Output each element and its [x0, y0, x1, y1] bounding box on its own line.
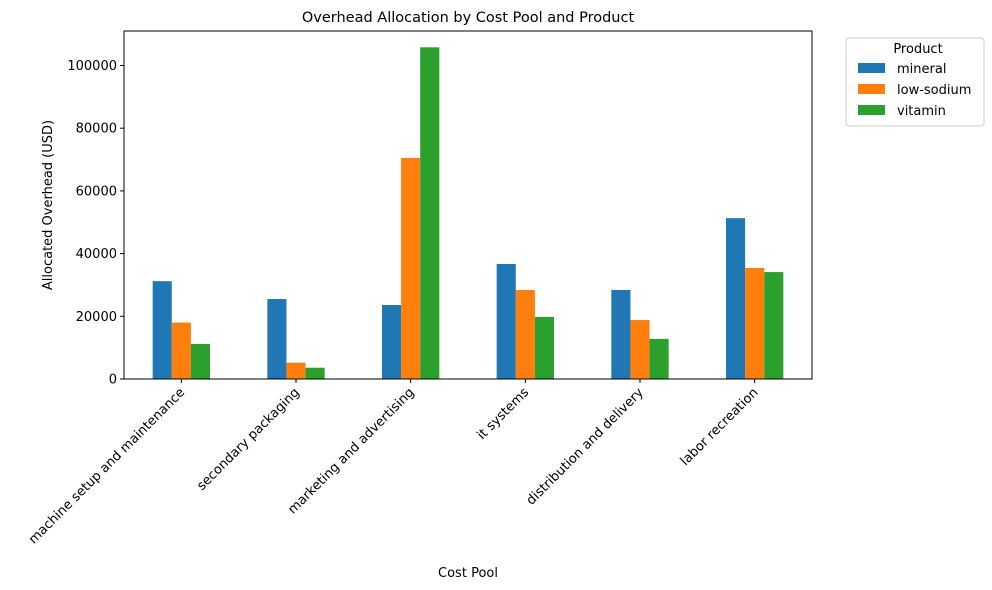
y-tick-label: 100000 [67, 59, 117, 74]
bar-low-sodium-2 [401, 157, 421, 379]
bar-mineral-4 [611, 289, 631, 379]
y-tick-label: 60000 [76, 184, 117, 199]
bars-layer [152, 47, 784, 380]
legend-frame [845, 37, 985, 127]
bar-low-sodium-0 [171, 322, 191, 379]
legend-swatch-mineral [858, 63, 885, 73]
y-tick-label: 40000 [76, 247, 117, 262]
x-tick-label: machine setup and maintenance [26, 385, 188, 547]
bar-vitamin-1 [305, 367, 325, 379]
bar-low-sodium-1 [286, 362, 306, 379]
bar-mineral-2 [382, 305, 402, 379]
bar-vitamin-2 [420, 47, 440, 380]
legend-swatch-low-sodium [858, 84, 885, 94]
bar-low-sodium-3 [515, 289, 535, 379]
bar-low-sodium-4 [630, 320, 650, 379]
x-tick-label: it systems [474, 385, 532, 443]
bar-vitamin-0 [190, 343, 210, 379]
legend-label-vitamin: vitamin [897, 104, 946, 119]
bar-mineral-3 [496, 263, 516, 379]
x-axis: machine setup and maintenance secondary p… [26, 379, 761, 547]
legend-label-mineral: mineral [897, 62, 946, 77]
bar-mineral-0 [152, 281, 172, 379]
x-tick-label: labor recreation [678, 385, 762, 469]
plot-frame [123, 30, 813, 380]
x-tick-label: marketing and advertising [285, 385, 417, 517]
legend: Product mineral low-sodium vitamin [845, 37, 985, 127]
x-tick-label: secondary packaging [194, 385, 303, 494]
bar-vitamin-3 [534, 316, 554, 379]
y-tick-label: 0 [109, 373, 117, 388]
x-tick-label: distribution and delivery [524, 385, 647, 508]
bar-mineral-1 [267, 299, 287, 379]
bar-low-sodium-5 [745, 268, 765, 379]
y-tick-label: 80000 [76, 122, 117, 137]
legend-label-low-sodium: low-sodium [897, 83, 971, 98]
x-axis-label: Cost Pool [438, 566, 498, 581]
legend-title: Product [893, 42, 942, 57]
bar-vitamin-4 [649, 338, 669, 379]
legend-swatch-vitamin [858, 105, 885, 115]
y-axis: 0 20000 40000 60000 80000 100000 [67, 59, 124, 388]
chart-title: Overhead Allocation by Cost Pool and Pro… [302, 10, 635, 26]
bar-vitamin-5 [764, 272, 784, 379]
y-tick-label: 20000 [76, 310, 117, 325]
bar-mineral-5 [726, 218, 746, 379]
y-axis-label: Allocated Overhead (USD) [41, 120, 56, 290]
